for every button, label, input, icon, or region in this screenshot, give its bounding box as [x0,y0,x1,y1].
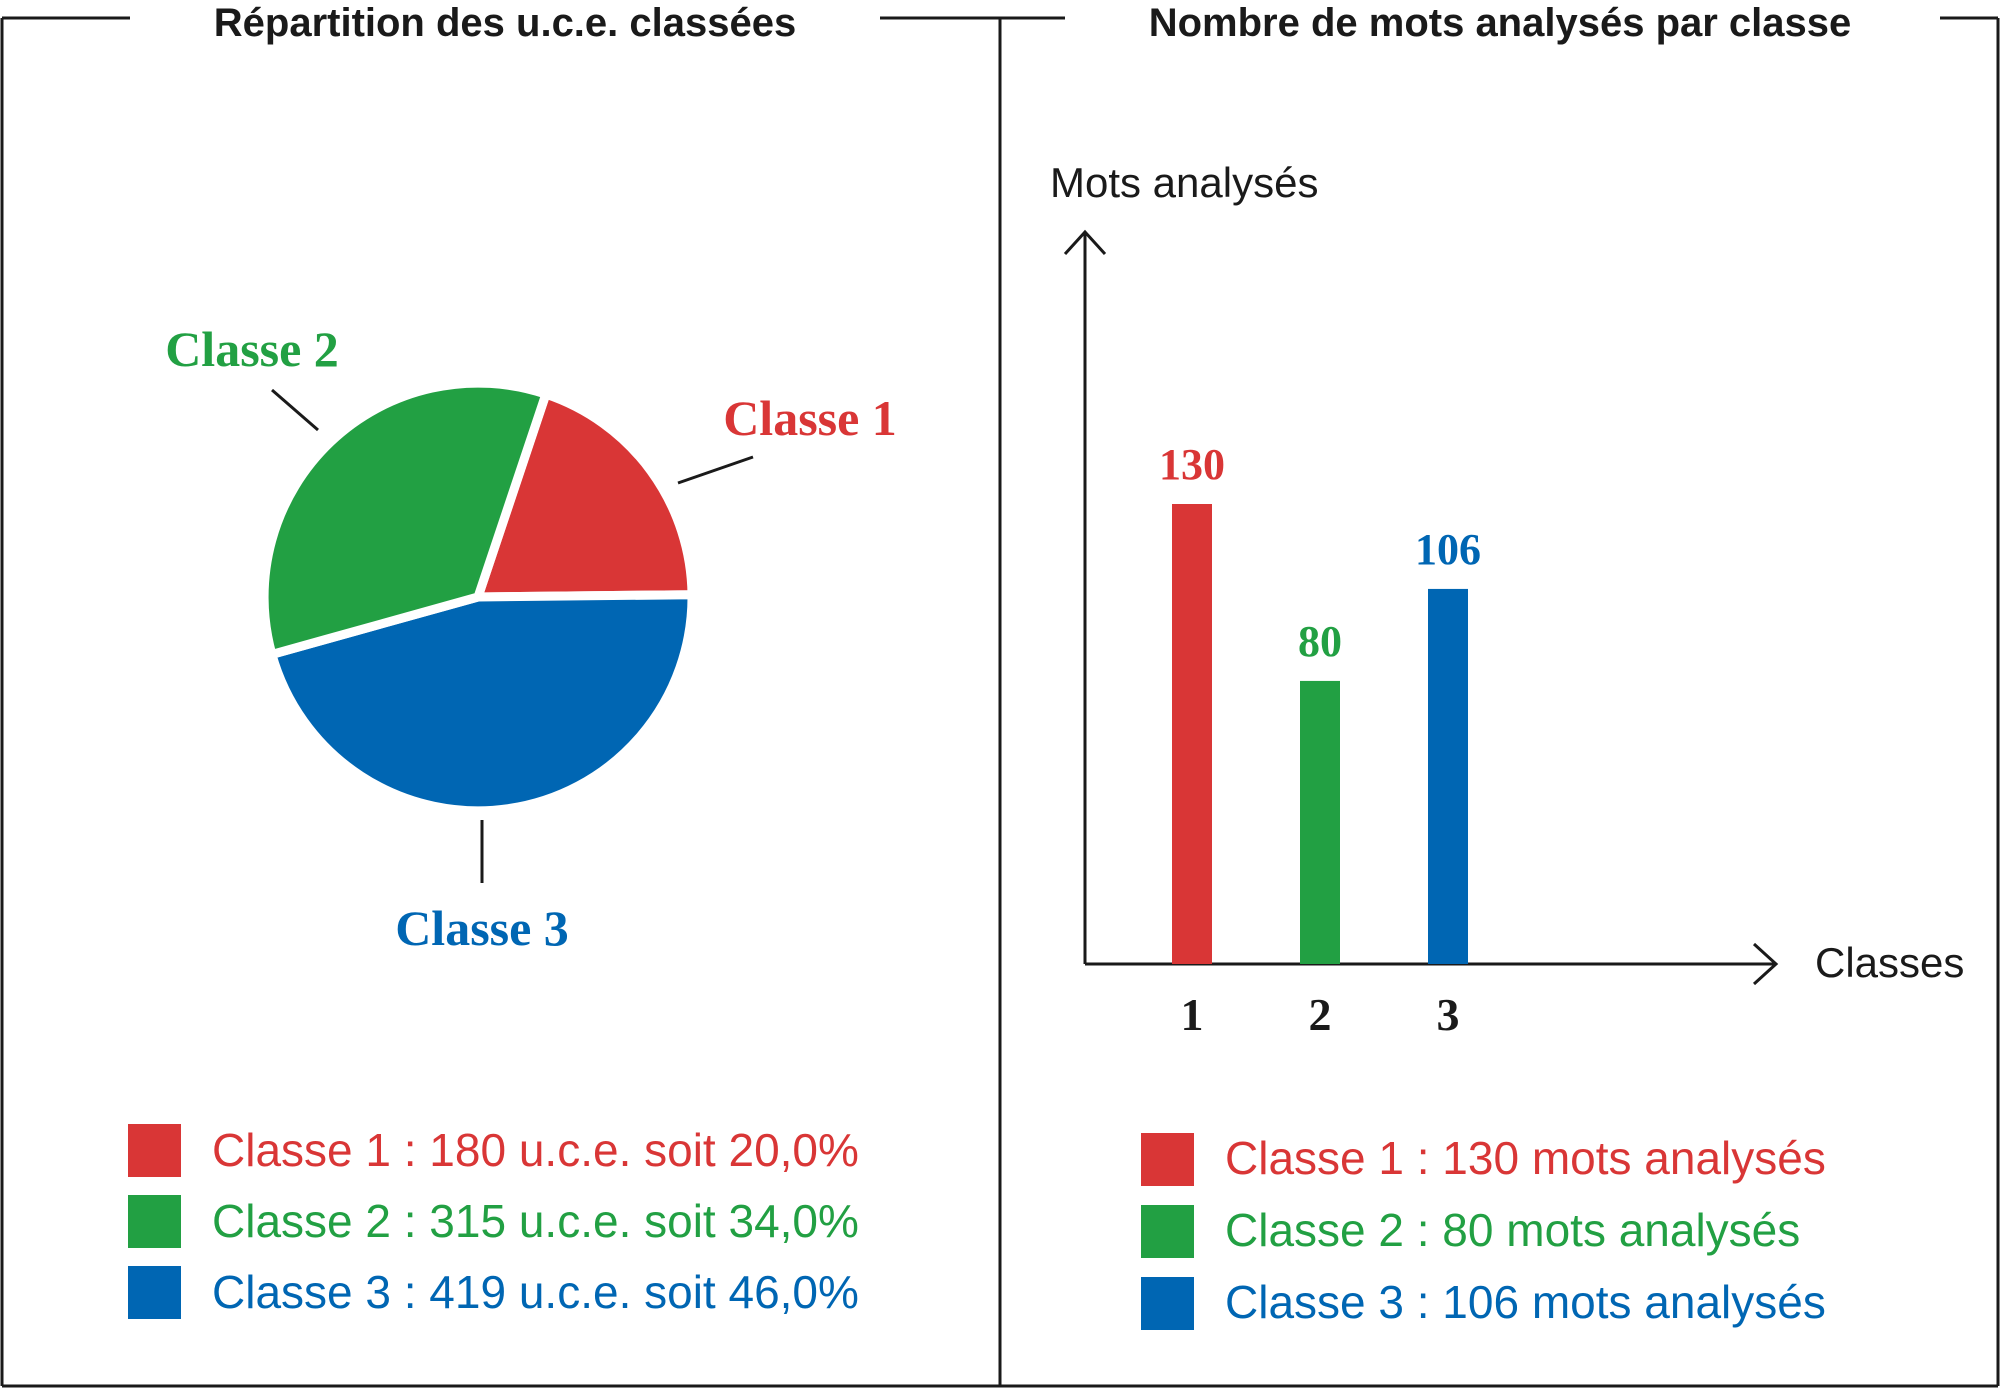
x-axis-label: Classes [1815,939,1964,986]
legend-swatch-mots-classe-1 [1141,1133,1194,1186]
bar-legend-entry-2: Classe 2 : 80 mots analysés [1225,1204,1800,1256]
bar-classe-2 [1300,680,1340,964]
bar-value-label-2: 80 [1298,617,1342,666]
bar-value-labels: 130 80 106 [1159,440,1481,666]
pie-slice-classe-2 [259,378,551,659]
y-axis-label: Mots analysés [1050,159,1318,206]
legend-swatch-classe-3 [128,1266,181,1319]
x-tick-labels: 1 2 3 [1181,989,1460,1040]
pie-leader-lines [271,388,754,883]
slice-label-classe-2: Classe 2 [165,321,339,377]
pie-chart [259,378,697,816]
bar-value-label-3: 106 [1415,525,1481,574]
legend-swatch-classe-2 [128,1195,181,1248]
x-tick-label-1: 1 [1181,989,1204,1040]
legend-swatch-mots-classe-3 [1141,1277,1194,1330]
bar-chart-title: Nombre de mots analysés par classe [1149,1,1852,45]
bar-legend-entry-1: Classe 1 : 130 mots analysés [1225,1132,1826,1184]
bar-legend: Classe 1 : 130 mots analysés Classe 2 : … [1141,1132,1826,1330]
bar-chart-axes [1063,229,1779,986]
leader-line-classe-2 [271,388,319,432]
legend-swatch-classe-1 [128,1124,181,1177]
panel-frames [0,16,2000,1388]
pie-chart-title: Répartition des u.c.e. classées [214,1,796,45]
bar-classe-1 [1172,504,1212,964]
x-tick-label-2: 2 [1309,989,1332,1040]
legend-swatch-mots-classe-2 [1141,1205,1194,1258]
slice-label-classe-3: Classe 3 [395,900,569,956]
bar-value-label-1: 130 [1159,440,1225,489]
x-axis-arrowhead [1752,942,1779,986]
pie-slice-classe-3 [267,590,697,816]
pie-legend: Classe 1 : 180 u.c.e. soit 20,0% Classe … [128,1124,859,1319]
bar-series [1172,504,1468,964]
leader-line-classe-1 [677,455,754,485]
pie-legend-entry-3: Classe 3 : 419 u.c.e. soit 46,0% [212,1266,859,1318]
bar-classe-3 [1428,588,1468,964]
pie-legend-entry-1: Classe 1 : 180 u.c.e. soit 20,0% [212,1124,859,1176]
slice-label-classe-1: Classe 1 [723,390,897,446]
y-axis-arrowhead [1063,229,1107,256]
x-tick-label-3: 3 [1437,989,1460,1040]
bar-legend-entry-3: Classe 3 : 106 mots analysés [1225,1276,1826,1328]
pie-legend-entry-2: Classe 2 : 315 u.c.e. soit 34,0% [212,1195,859,1247]
